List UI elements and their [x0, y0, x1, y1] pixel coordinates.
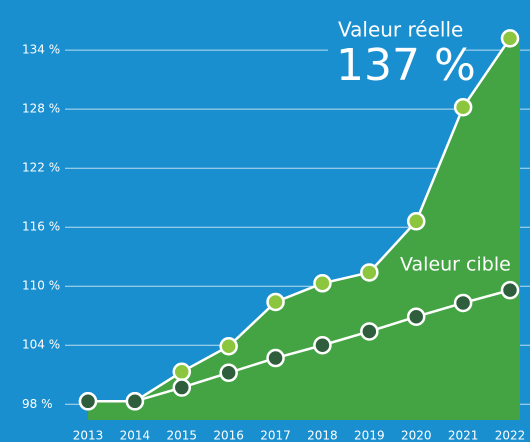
x-tick-label: 2016	[213, 429, 244, 442]
series-line	[88, 37, 512, 403]
y-tick-label: 98 %	[22, 397, 53, 411]
grid: 98 % 104 % 110 % 116 % 122 % 128 % 134 %	[22, 43, 530, 411]
point	[406, 212, 426, 231]
point	[313, 335, 332, 355]
x-tick-label: 2015	[167, 429, 198, 442]
y-tick-label: 116 %	[22, 220, 60, 234]
point	[500, 29, 520, 48]
y-tick-label: 122 %	[22, 161, 60, 175]
point	[125, 392, 145, 411]
point	[266, 292, 285, 312]
point	[360, 322, 379, 341]
point	[172, 378, 192, 397]
x-tick-label: 2019	[354, 429, 385, 442]
x-tick-label: 2014	[120, 429, 151, 442]
y-tick-label: 110 %	[22, 279, 60, 293]
point	[360, 263, 379, 282]
x-tick-label: 2022	[495, 429, 526, 442]
point	[219, 336, 238, 356]
annotation: 137 %	[336, 40, 476, 91]
point	[406, 307, 426, 326]
point	[453, 293, 473, 313]
x-tick-label: 2017	[260, 429, 291, 442]
x-tick-label: 2021	[448, 429, 479, 442]
point	[172, 362, 192, 382]
point	[313, 274, 332, 293]
annotation-box	[328, 14, 462, 94]
plot	[78, 29, 520, 420]
x-tick-label: 2018	[307, 429, 338, 442]
y-tick-label: 134 %	[22, 43, 60, 57]
point	[219, 363, 238, 383]
point	[500, 280, 520, 300]
legend-target: Valeur cible	[400, 254, 511, 276]
legend-real: Valeur réelle	[338, 18, 463, 42]
x-tick-label: 2020	[401, 429, 432, 442]
y-tick-label: 104 %	[22, 338, 60, 352]
y-tick-label: 128 %	[22, 102, 60, 116]
point	[266, 348, 285, 368]
point	[453, 97, 473, 117]
series-line	[88, 288, 511, 403]
x-tick-label: 2013	[73, 429, 104, 442]
point	[78, 392, 98, 411]
